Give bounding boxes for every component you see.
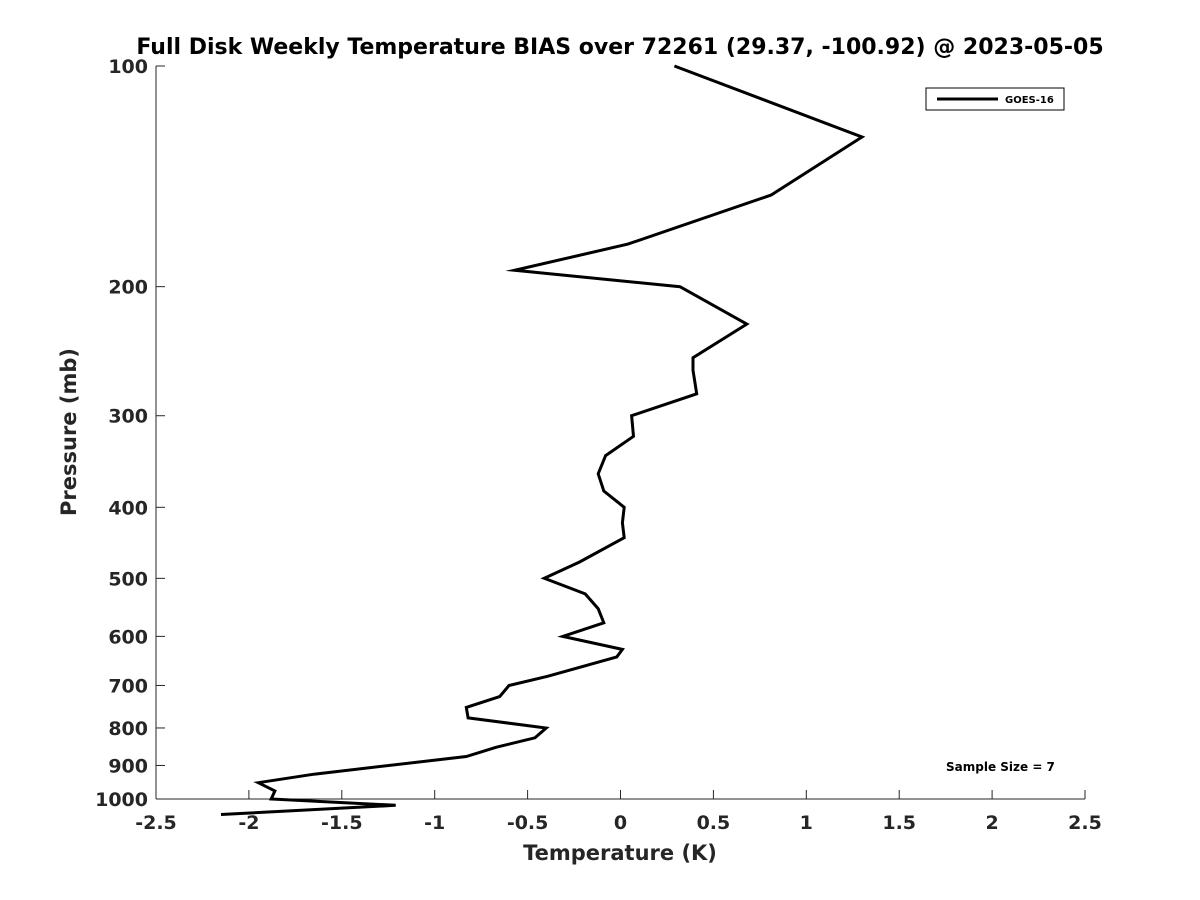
y-tick-label: 700	[108, 675, 148, 697]
legend-label-goes-16: GOES-16	[1005, 95, 1054, 106]
y-tick-label: 400	[108, 497, 148, 519]
x-tick-label: 2.5	[1068, 812, 1102, 834]
x-tick-label: 2	[985, 812, 998, 834]
y-tick-label: 200	[108, 277, 148, 299]
series-layer	[220, 64, 866, 816]
y-tick-label: 100	[108, 56, 148, 78]
y-tick-label: 300	[108, 406, 148, 428]
y-tick-label: 500	[108, 568, 148, 590]
x-tick-label: -1	[424, 812, 445, 834]
x-axis-label: Temperature (K)	[523, 841, 717, 865]
y-tick-label: 800	[108, 718, 148, 740]
y-tick-label: 1000	[95, 789, 148, 811]
x-tick-label: 0.5	[697, 812, 731, 834]
x-tick-label: -2	[238, 812, 259, 834]
legend: GOES-16	[925, 87, 1065, 111]
x-tick-label: -1.5	[321, 812, 363, 834]
y-tick-label: 600	[108, 626, 148, 648]
series-line-goes-16	[220, 64, 866, 816]
x-tick-label: 0	[614, 812, 627, 834]
y-tick-label: 900	[108, 755, 148, 777]
x-tick-label: -0.5	[507, 812, 549, 834]
x-tick-label: -2.5	[135, 812, 177, 834]
chart-title: Full Disk Weekly Temperature BIAS over 7…	[136, 35, 1103, 60]
x-tick-label: 1.5	[882, 812, 916, 834]
x-tick-label: 1	[800, 812, 813, 834]
axes: -2.5 -2 -1.5 -1 -0.5 0 0.5 1 1.5 2 2.5 100 200 300 400…	[95, 56, 1102, 834]
y-axis-label: Pressure (mb)	[57, 348, 81, 516]
sample-size-annotation: Sample Size = 7	[946, 760, 1055, 774]
